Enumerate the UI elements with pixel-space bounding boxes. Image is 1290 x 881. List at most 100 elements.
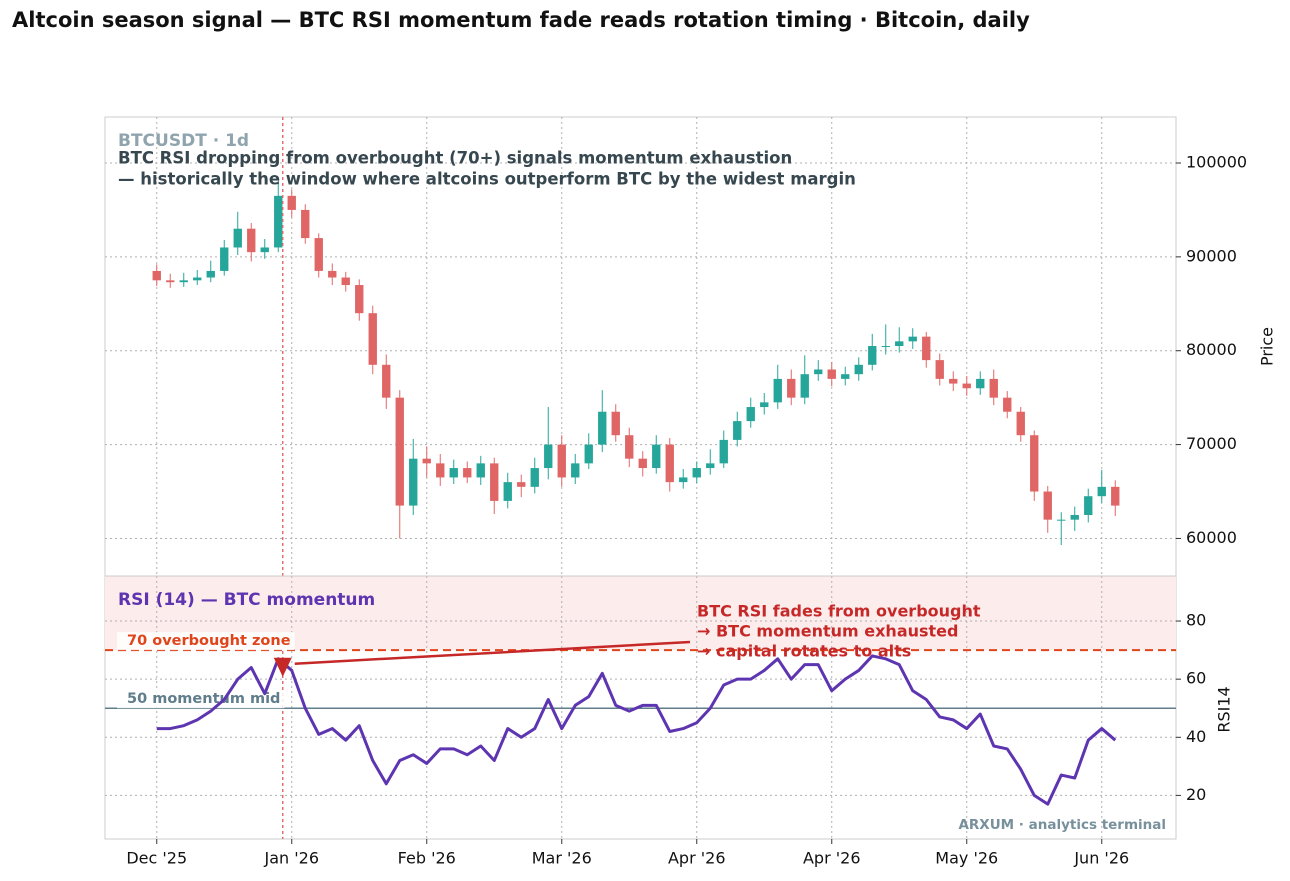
candle-body [652, 444, 661, 469]
candle-body [463, 468, 472, 478]
candle-body [706, 463, 715, 469]
rsi-line [156, 654, 1117, 806]
candle-body [341, 277, 350, 286]
x-tick-label: Mar '26 [532, 849, 592, 868]
candle-body [247, 228, 256, 253]
candle-body [976, 378, 985, 389]
y-tick-label: 40 [1186, 727, 1206, 746]
candle-body [895, 341, 904, 347]
candle-body [854, 364, 863, 375]
candle-body [328, 270, 337, 278]
candle-body [841, 374, 850, 379]
level-label-bg [117, 690, 285, 709]
candle-body [449, 468, 458, 478]
candle-body [220, 247, 229, 271]
candle-body [733, 421, 742, 440]
candle-body [1070, 514, 1079, 520]
callout-arrowhead [273, 657, 292, 677]
candle-body [598, 411, 607, 445]
candle-body [1057, 519, 1066, 521]
candle-body [355, 285, 364, 314]
candle-body [638, 458, 647, 469]
candle-body [1084, 496, 1093, 515]
candle-body [719, 439, 728, 464]
callout-arrow [294, 640, 691, 665]
candle-body [1003, 397, 1012, 412]
candle-body [787, 378, 796, 398]
candle-body [1097, 486, 1106, 497]
candle-body [692, 468, 701, 478]
symbol-label: BTCUSDT · 1d [118, 131, 249, 151]
candle-body [193, 277, 202, 281]
candle-body [868, 346, 877, 365]
y-axis-label: RSI14 [1215, 686, 1234, 732]
callout-text: → capital rotates to alts [697, 642, 911, 661]
x-tick-label: May '26 [935, 849, 998, 868]
candle-body [922, 336, 931, 361]
candle-body [773, 378, 782, 403]
x-tick-label: Feb '26 [398, 849, 456, 868]
candle-body [611, 411, 620, 436]
x-tick-label: Dec '25 [126, 849, 187, 868]
candle-body [517, 482, 526, 487]
candle-body [490, 463, 499, 501]
candle-body [908, 336, 917, 342]
callout-text: → BTC momentum exhausted [697, 622, 958, 641]
candle-body [233, 228, 242, 248]
candle-body [1111, 486, 1120, 506]
candle-body [179, 280, 188, 283]
x-tick-label: Apr '26 [668, 849, 726, 868]
candle-body [503, 482, 512, 501]
y-tick-label: 80000 [1186, 340, 1237, 359]
watermark: ARXUM · analytics terminal [958, 817, 1166, 833]
candle-body [382, 364, 391, 398]
candle-body [760, 402, 769, 408]
x-tick-label: Jan '26 [263, 849, 319, 868]
candle-body [206, 270, 215, 278]
candle-body [827, 369, 836, 379]
candle-body [571, 463, 580, 478]
level-label-bg [117, 632, 295, 651]
plot-frame [104, 116, 1177, 840]
candle-body [166, 280, 175, 283]
level-label: 70 overbought zone [127, 633, 291, 649]
annotation: — historically the window where altcoins… [118, 170, 856, 189]
y-tick-label: 20 [1186, 785, 1206, 804]
candle-body [476, 463, 485, 478]
candle-body [557, 444, 566, 478]
callout-text: BTC RSI fades from overbought [697, 602, 981, 621]
y-tick-label: 80 [1186, 611, 1206, 630]
candle-body [152, 270, 161, 281]
candle-body [962, 383, 971, 389]
candle-body [665, 444, 674, 483]
annotation: BTC RSI dropping from overbought (70+) s… [118, 149, 792, 168]
panel-title: RSI (14) — BTC momentum [118, 590, 375, 610]
candle-body [368, 313, 377, 365]
candle-body [274, 195, 283, 248]
candle-body [409, 458, 418, 506]
candle-body [746, 407, 755, 422]
candle-body [1016, 411, 1025, 436]
candle-body [584, 444, 593, 464]
page-title: Altcoin season signal — BTC RSI momentum… [12, 8, 1030, 32]
y-tick-label: 60000 [1186, 528, 1237, 547]
level-label: 50 momentum mid [127, 691, 280, 707]
candle-body [1043, 491, 1052, 520]
y-tick-label: 60 [1186, 669, 1206, 688]
candle-body [544, 444, 553, 469]
candle-body [814, 369, 823, 375]
candle-body [949, 378, 958, 384]
candle-body [436, 463, 445, 478]
y-tick-label: 70000 [1186, 434, 1237, 453]
y-axis-label: Price [1258, 327, 1277, 366]
x-tick-label: Apr '26 [803, 849, 861, 868]
y-tick-label: 90000 [1186, 246, 1237, 265]
candle-body [287, 195, 296, 210]
candle-body [989, 378, 998, 398]
candle-body [530, 468, 539, 487]
candle-body [935, 360, 944, 379]
candle-body [881, 346, 890, 348]
candle-body [314, 238, 323, 271]
candle-body [800, 374, 809, 398]
